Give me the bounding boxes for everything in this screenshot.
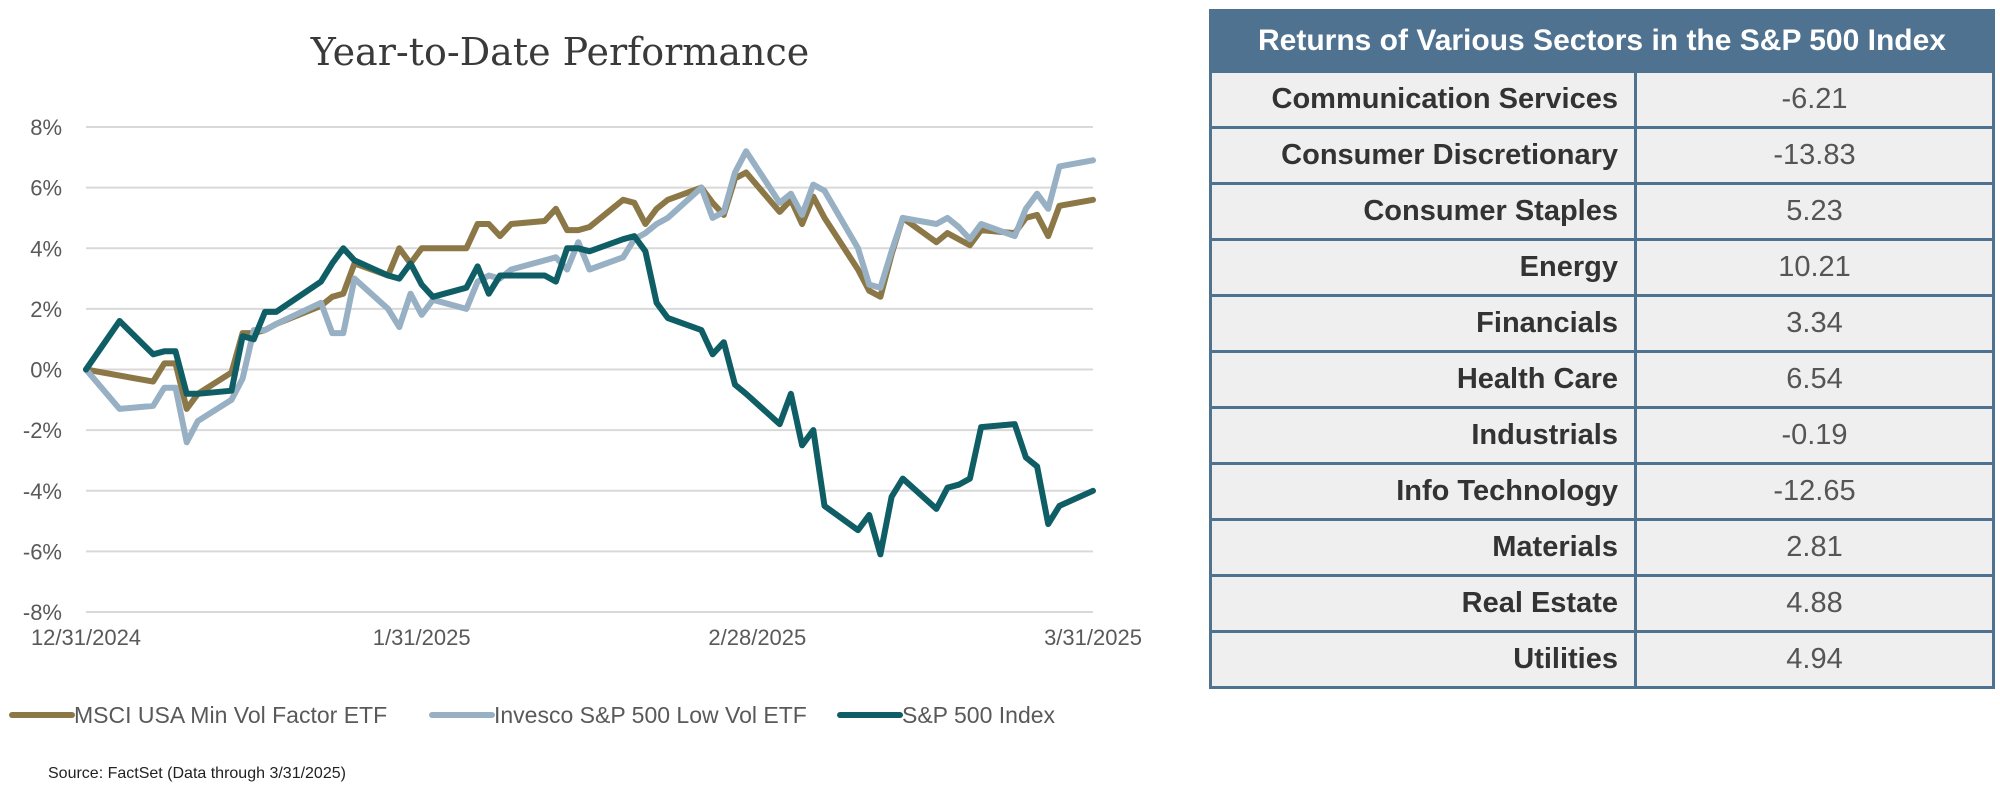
sector-name: Utilities <box>1209 630 1637 689</box>
x-tick-label: 3/31/2025 <box>1044 625 1142 650</box>
y-tick-label: 8% <box>30 115 62 140</box>
sector-return: 10.21 <box>1634 238 1995 297</box>
sector-return: 3.34 <box>1634 294 1995 353</box>
sector-name: Energy <box>1209 238 1637 297</box>
legend: MSCI USA Min Vol Factor ETF Invesco S&P 5… <box>9 702 1056 728</box>
legend-label: Invesco S&P 500 Low Vol ETF <box>494 702 807 728</box>
sector-name: Info Technology <box>1209 462 1637 521</box>
table-row: Financials 3.34 <box>1209 294 1995 353</box>
sector-return: -12.65 <box>1634 462 1995 521</box>
sector-name: Consumer Staples <box>1209 182 1637 241</box>
sector-name: Financials <box>1209 294 1637 353</box>
y-tick-label: 2% <box>30 297 62 322</box>
table-row: Industrials -0.19 <box>1209 406 1995 465</box>
sector-name: Materials <box>1209 518 1637 577</box>
table-row: Consumer Discretionary -13.83 <box>1209 126 1995 185</box>
series-line-1 <box>83 148 1096 446</box>
x-axis-ticks: 12/31/2024 1/31/2025 2/28/2025 3/31/2025 <box>31 625 1142 650</box>
x-tick-label: 1/31/2025 <box>373 625 471 650</box>
x-tick-label: 12/31/2024 <box>31 625 141 650</box>
table-row: Materials 2.81 <box>1209 518 1995 577</box>
sector-return: 5.23 <box>1634 182 1995 241</box>
table-row: Consumer Staples 5.23 <box>1209 182 1995 241</box>
sector-name: Health Care <box>1209 350 1637 409</box>
y-tick-label: -4% <box>23 479 62 504</box>
series-line-2 <box>83 233 1096 558</box>
sector-return: 4.94 <box>1634 630 1995 689</box>
gridlines <box>86 126 1093 613</box>
y-tick-label: 0% <box>30 358 62 383</box>
performance-line-chart: Year-to-Date Performance 8% 6% 4% 2% 0% -2% -4… <box>9 30 1142 782</box>
table-row: Real Estate 4.88 <box>1209 574 1995 633</box>
y-tick-label: 6% <box>30 176 62 201</box>
table-row: Utilities 4.94 <box>1209 630 1995 689</box>
series-lines <box>83 148 1096 558</box>
y-tick-label: 4% <box>30 236 62 261</box>
table-row: Communication Services -6.21 <box>1209 70 1995 129</box>
sector-return: -13.83 <box>1634 126 1995 185</box>
x-tick-label: 2/28/2025 <box>708 625 806 650</box>
sector-name: Consumer Discretionary <box>1209 126 1637 185</box>
sector-return: 4.88 <box>1634 574 1995 633</box>
table-title: Returns of Various Sectors in the S&P 50… <box>1209 9 1995 73</box>
y-tick-label: -2% <box>23 418 62 443</box>
legend-label: MSCI USA Min Vol Factor ETF <box>74 702 387 728</box>
sector-return: 6.54 <box>1634 350 1995 409</box>
sector-name: Real Estate <box>1209 574 1637 633</box>
sector-name: Industrials <box>1209 406 1637 465</box>
y-tick-label: -8% <box>23 600 62 625</box>
y-axis-ticks: 8% 6% 4% 2% 0% -2% -4% -6% -8% <box>23 115 62 625</box>
sector-return: -6.21 <box>1634 70 1995 129</box>
legend-label: S&P 500 Index <box>902 702 1056 728</box>
source-note: Source: FactSet (Data through 3/31/2025) <box>48 765 346 782</box>
sector-name: Communication Services <box>1209 70 1637 129</box>
table-row: Energy 10.21 <box>1209 238 1995 297</box>
sector-returns-table: Returns of Various Sectors in the S&P 50… <box>1209 9 1995 689</box>
table-row: Info Technology -12.65 <box>1209 462 1995 521</box>
sector-return: -0.19 <box>1634 406 1995 465</box>
chart-title: Year-to-Date Performance <box>310 30 809 74</box>
sector-return: 2.81 <box>1634 518 1995 577</box>
y-tick-label: -6% <box>23 539 62 564</box>
table-row: Health Care 6.54 <box>1209 350 1995 409</box>
